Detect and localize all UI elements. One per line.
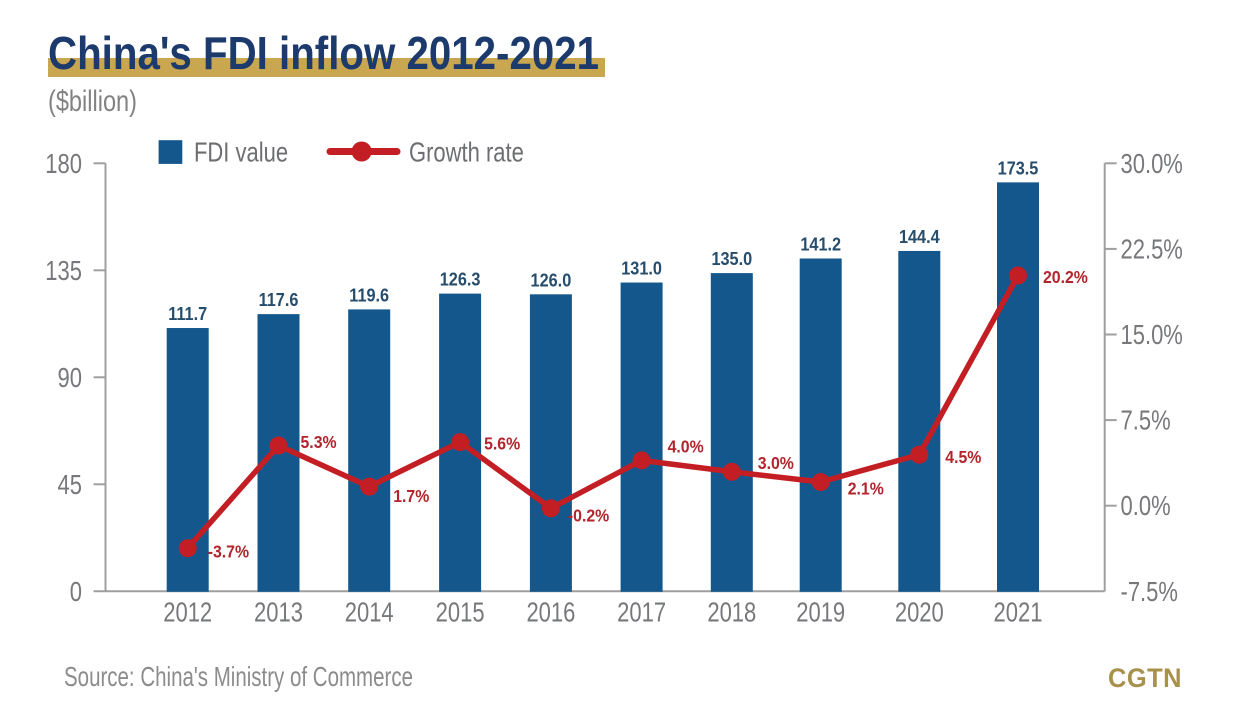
bar-value-label: 144.4: [899, 226, 940, 247]
bar-value-label: 126.0: [531, 269, 572, 290]
growth-value-label: 4.5%: [945, 447, 981, 467]
legend-line-dot: [351, 141, 372, 162]
x-axis-label: 2019: [796, 597, 845, 628]
cgtn-logo: CGTN: [1108, 663, 1183, 693]
source-credit: Source: China's Ministry of Commerce: [64, 661, 413, 692]
right-axis-label: 22.5%: [1121, 234, 1183, 265]
growth-marker-2013: [269, 436, 288, 455]
growth-value-label: 3.0%: [758, 453, 794, 473]
growth-value-label: 4.0%: [668, 437, 704, 457]
x-axis-label: 2021: [994, 597, 1043, 628]
growth-value-label: 5.6%: [484, 433, 520, 453]
left-axis-label: 180: [45, 149, 82, 180]
right-axis-label: 7.5%: [1121, 405, 1171, 436]
growth-marker-2020: [910, 445, 929, 464]
bar-value-label: 126.3: [440, 269, 481, 290]
bar-2018: [710, 273, 753, 592]
growth-rate-line: [184, 272, 1021, 551]
bar-2017: [620, 282, 663, 592]
x-axis-label: 2018: [707, 597, 756, 628]
growth-marker-2016: [541, 499, 560, 518]
chart-title: China's FDI inflow 2012-2021: [48, 27, 600, 79]
right-axis-label: -7.5%: [1121, 577, 1178, 608]
x-axis-label: 2016: [526, 597, 575, 628]
bar-value-label: 135.0: [711, 248, 752, 269]
bar-2016: [529, 294, 572, 592]
legend-label-growth-rate: Growth rate: [409, 137, 524, 168]
growth-value-label: 1.7%: [393, 486, 429, 506]
bar-value-label: 141.2: [800, 234, 841, 255]
growth-value-label: -3.7%: [208, 542, 249, 562]
bar-2014: [348, 309, 391, 592]
growth-value-label: 20.2%: [1043, 267, 1088, 287]
right-axis-label: 0.0%: [1121, 491, 1171, 522]
legend-bar-swatch: [158, 140, 183, 164]
growth-marker-2015: [451, 433, 470, 452]
x-axis-label: 2015: [436, 597, 485, 628]
growth-value-label: 2.1%: [848, 478, 884, 498]
right-axis-label: 30.0%: [1121, 149, 1183, 180]
growth-marker-2021: [1009, 266, 1027, 285]
growth-marker-2014: [360, 477, 379, 496]
right-axis-label: 15.0%: [1121, 320, 1183, 351]
left-axis-label: 0: [70, 577, 82, 608]
growth-marker-2019: [811, 473, 830, 492]
bar-2019: [799, 258, 842, 592]
bar-value-label: 117.6: [259, 289, 299, 310]
growth-marker-2012: [178, 539, 197, 558]
growth-marker-2018: [722, 462, 741, 481]
x-axis-label: 2017: [617, 597, 666, 628]
axis-unit-label: ($billion): [48, 85, 138, 118]
bar-2020: [898, 250, 941, 592]
x-axis-label: 2012: [163, 597, 212, 628]
left-axis-label: 90: [58, 363, 82, 394]
bar-value-label: 131.0: [621, 258, 662, 279]
growth-value-label: -0.2%: [568, 506, 609, 526]
bar-value-label: 173.5: [998, 157, 1039, 178]
title-highlight-bar: [48, 58, 605, 77]
x-axis-label: 2020: [895, 597, 944, 628]
x-axis-label: 2013: [254, 597, 303, 628]
left-axis-label: 45: [58, 470, 82, 501]
left-axis-label: 135: [45, 256, 82, 287]
growth-value-label: 5.3%: [301, 432, 337, 452]
bar-value-label: 111.7: [168, 303, 207, 324]
x-axis-label: 2014: [345, 597, 394, 628]
legend-label-fdi-value: FDI value: [194, 137, 288, 168]
bar-2021: [997, 182, 1039, 592]
bar-value-label: 119.6: [349, 284, 389, 305]
growth-marker-2017: [632, 451, 651, 470]
